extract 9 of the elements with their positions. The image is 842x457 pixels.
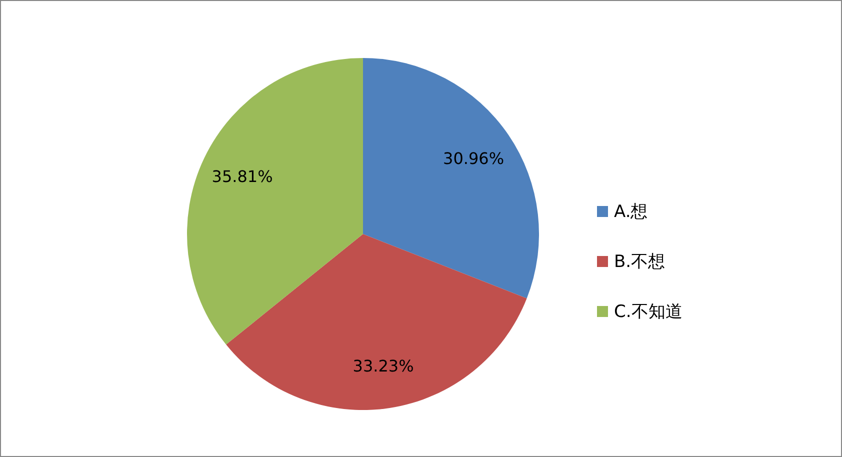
legend-label: C.不知道 [614, 300, 682, 322]
data-label: 33.23% [352, 356, 414, 376]
legend-label: A.想 [614, 200, 648, 222]
legend-label: B.不想 [614, 250, 666, 272]
pie-slice [187, 58, 363, 345]
data-label: 30.96% [443, 149, 504, 168]
pie-slice [363, 58, 539, 298]
data-label: 35.81% [212, 166, 273, 186]
pie-slice [226, 234, 527, 410]
